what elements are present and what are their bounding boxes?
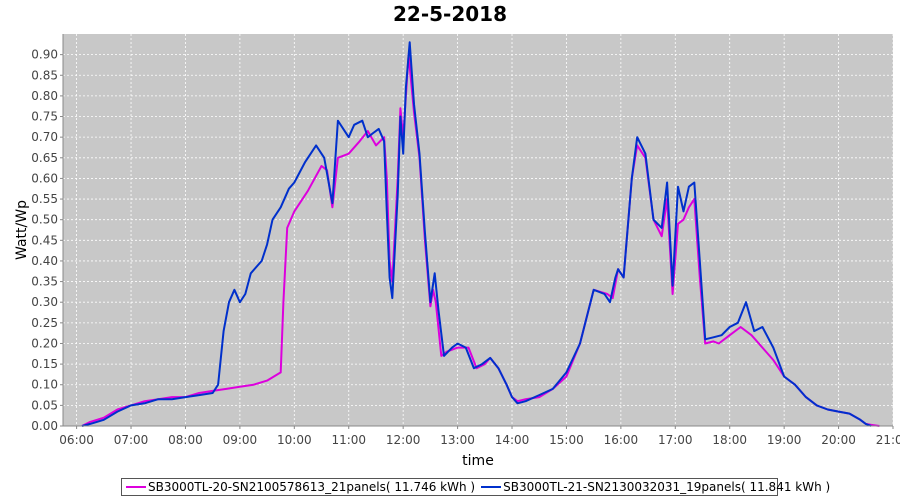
y-tick-label: 0.40: [31, 254, 58, 268]
series-lines: [81, 41, 880, 427]
x-tick-label: 11:00: [331, 433, 366, 447]
y-tick-label: 0.15: [31, 357, 58, 371]
x-tick-label: 08:00: [168, 433, 203, 447]
y-tick-label: 0.25: [31, 316, 58, 330]
y-tick-label: 0.65: [31, 151, 58, 165]
y-tick-label: 0.90: [31, 48, 58, 62]
y-tick-label: 0.20: [31, 336, 58, 350]
axes: [62, 34, 893, 427]
x-tick-label: 13:00: [440, 433, 475, 447]
legend-item-series-2: SB3000TL-21-SN2130032031_19panels( 11.84…: [481, 480, 830, 494]
line-chart: 0.00 0.05 0.10 0.15 0.20 0.25 0.30 0.35 0.40 0.45…: [14, 34, 900, 469]
y-tick-label: 0.55: [31, 192, 58, 206]
y-tick-label: 0.85: [31, 68, 58, 82]
x-tick-label: 21:00: [876, 433, 900, 447]
x-axis-ticks: 06:00 07:00 08:00 09:00 10:00 11:00 12:00 13:00…: [59, 426, 900, 447]
x-tick-label: 12:00: [386, 433, 421, 447]
legend-label: SB3000TL-20-SN2100578613_21panels( 11.74…: [148, 480, 476, 494]
x-tick-label: 16:00: [604, 433, 639, 447]
y-tick-label: 0.45: [31, 233, 58, 247]
x-tick-label: 14:00: [495, 433, 530, 447]
series-line-1: [81, 53, 880, 427]
y-tick-label: 0.70: [31, 130, 58, 144]
y-tick-label: 0.10: [31, 378, 58, 392]
x-tick-label: 18:00: [712, 433, 747, 447]
legend-item-series-1: SB3000TL-20-SN2100578613_21panels( 11.74…: [126, 480, 475, 494]
chart-title: 22-5-2018: [392, 2, 507, 26]
legend-swatch-blue: [481, 486, 502, 488]
x-tick-label: 15:00: [549, 433, 584, 447]
y-tick-label: 0.80: [31, 89, 58, 103]
legend-swatch-magenta: [126, 486, 146, 488]
x-tick-label: 07:00: [114, 433, 149, 447]
y-tick-label: 0.60: [31, 171, 58, 185]
x-tick-label: 06:00: [59, 433, 94, 447]
plot-area: [63, 34, 893, 426]
x-tick-label: 10:00: [277, 433, 312, 447]
legend-label: SB3000TL-21-SN2130032031_19panels( 11.84…: [503, 480, 831, 494]
x-tick-label: 19:00: [767, 433, 802, 447]
x-tick-label: 17:00: [658, 433, 693, 447]
y-tick-label: 0.35: [31, 275, 58, 289]
y-axis-label: Watt/Wp: [14, 200, 30, 260]
y-axis-ticks: 0.00 0.05 0.10 0.15 0.20 0.25 0.30 0.35 0.40 0.45…: [31, 48, 63, 433]
y-tick-label: 0.30: [31, 295, 58, 309]
y-tick-label: 0.75: [31, 110, 58, 124]
x-tick-label: 20:00: [821, 433, 856, 447]
legend: SB3000TL-20-SN2100578613_21panels( 11.74…: [121, 478, 830, 496]
y-tick-label: 0.00: [31, 419, 58, 433]
y-tick-label: 0.05: [31, 398, 58, 412]
y-tick-label: 0.50: [31, 213, 58, 227]
series-line-2: [81, 41, 872, 427]
x-tick-label: 09:00: [223, 433, 258, 447]
x-axis-label: time: [462, 453, 494, 469]
